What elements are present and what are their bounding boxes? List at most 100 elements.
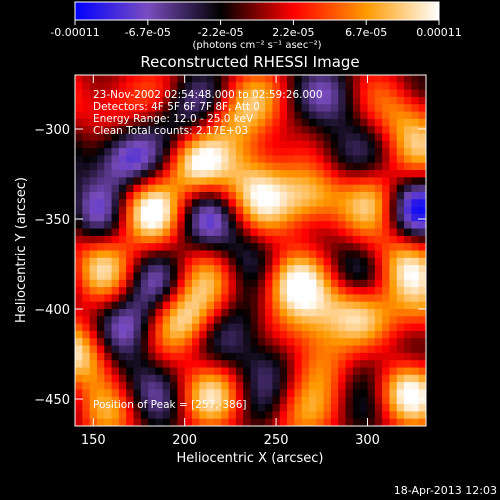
heatmap-cell <box>396 382 405 391</box>
heatmap-cell <box>279 389 288 398</box>
heatmap-cell <box>411 235 420 244</box>
heatmap-cell <box>330 294 339 303</box>
heatmap-cell <box>404 301 412 310</box>
heatmap-cell <box>82 396 91 405</box>
heatmap-cell <box>235 411 244 420</box>
heatmap-cell <box>199 382 208 391</box>
heatmap-cell <box>118 404 127 412</box>
heatmap-cell <box>257 199 266 208</box>
heatmap-cell <box>133 338 142 347</box>
heatmap-cell <box>118 411 127 420</box>
heatmap-cell <box>323 89 332 98</box>
heatmap-cell <box>323 148 332 157</box>
heatmap-cell <box>148 338 157 347</box>
heatmap-cell <box>352 96 361 105</box>
heatmap-cell <box>213 148 222 157</box>
heatmap-cell <box>309 184 317 193</box>
heatmap-cell <box>170 162 178 171</box>
heatmap-cell <box>199 213 208 222</box>
heatmap-cell <box>118 316 127 325</box>
heatmap-cell <box>257 82 266 91</box>
heatmap-cell <box>89 294 98 303</box>
heatmap-cell <box>301 155 310 164</box>
heatmap-cell <box>294 265 303 274</box>
y-axis-label: Heliocentric Y (arcsec) <box>14 177 29 323</box>
heatmap-cell <box>257 396 266 405</box>
heatmap-cell <box>367 82 376 91</box>
heatmap-cell <box>235 148 244 157</box>
heatmap-cell <box>192 133 200 142</box>
heatmap-cell <box>221 257 230 266</box>
heatmap-cell <box>396 250 405 259</box>
heatmap-cell <box>148 206 157 215</box>
heatmap-cell <box>418 345 426 354</box>
heatmap-cell <box>155 89 164 98</box>
heatmap-cell <box>170 104 178 113</box>
heatmap-cell <box>206 404 215 412</box>
heatmap-cell <box>206 367 215 376</box>
heatmap-cell <box>352 206 361 215</box>
heatmap-cell <box>89 133 98 142</box>
heatmap-cell <box>338 96 347 105</box>
heatmap-cell <box>389 206 398 215</box>
heatmap-cell <box>294 155 303 164</box>
heatmap-cell <box>148 148 157 157</box>
heatmap-cell <box>221 309 230 317</box>
heatmap-cell <box>133 177 142 186</box>
heatmap-cell <box>82 89 91 98</box>
heatmap-cell <box>338 104 347 113</box>
heatmap-cell <box>213 206 222 215</box>
heatmap-cell <box>294 184 303 193</box>
heatmap-cell <box>235 338 244 347</box>
heatmap-cell <box>82 360 91 369</box>
heatmap-cell <box>352 352 361 361</box>
heatmap-cell <box>411 89 420 98</box>
heatmap-cell <box>243 155 252 164</box>
heatmap-cell <box>162 155 171 164</box>
heatmap-cell <box>118 345 127 354</box>
heatmap-cell <box>257 309 266 317</box>
heatmap-cell <box>382 213 391 222</box>
heatmap-cell <box>250 323 259 332</box>
heatmap-cell <box>140 177 149 186</box>
heatmap-cell <box>126 352 135 361</box>
heatmap-cell <box>309 374 317 383</box>
heatmap-cell <box>155 235 164 244</box>
heatmap-cell <box>418 257 426 266</box>
heatmap-cell <box>126 374 135 383</box>
heatmap-cell <box>294 272 303 281</box>
heatmap-cell <box>265 418 274 426</box>
heatmap-cell <box>316 396 325 405</box>
heatmap-cell <box>82 279 91 288</box>
heatmap-cell <box>118 228 127 237</box>
heatmap-cell <box>221 396 230 405</box>
heatmap-cell <box>330 133 339 142</box>
heatmap-cell <box>272 360 281 369</box>
heatmap-cell <box>162 382 171 391</box>
heatmap-cell <box>374 265 383 274</box>
heatmap-cell <box>140 250 149 259</box>
heatmap-cell <box>221 104 230 113</box>
heatmap-cell <box>184 352 193 361</box>
heatmap-cell <box>199 287 208 295</box>
heatmap-cell <box>184 389 193 398</box>
heatmap-cell <box>250 118 259 127</box>
heatmap-cell <box>133 75 142 83</box>
annotation-time: 23-Nov-2002 02:54:48.000 to 02:59:26.000 <box>93 89 323 101</box>
heatmap-cell <box>411 301 420 310</box>
heatmap-cell <box>170 382 178 391</box>
heatmap-cell <box>309 345 317 354</box>
heatmap-cell <box>279 133 288 142</box>
heatmap-cell <box>338 140 347 149</box>
heatmap-cell <box>75 170 83 178</box>
heatmap-cell <box>170 301 178 310</box>
heatmap-cell <box>148 126 157 135</box>
heatmap-cell <box>170 330 178 339</box>
heatmap-cell <box>111 213 120 222</box>
heatmap-cell <box>140 382 149 391</box>
heatmap-cell <box>338 367 347 376</box>
heatmap-cell <box>126 213 135 222</box>
heatmap-cell <box>250 257 259 266</box>
heatmap-cell <box>82 243 91 252</box>
heatmap-cell <box>404 404 412 412</box>
